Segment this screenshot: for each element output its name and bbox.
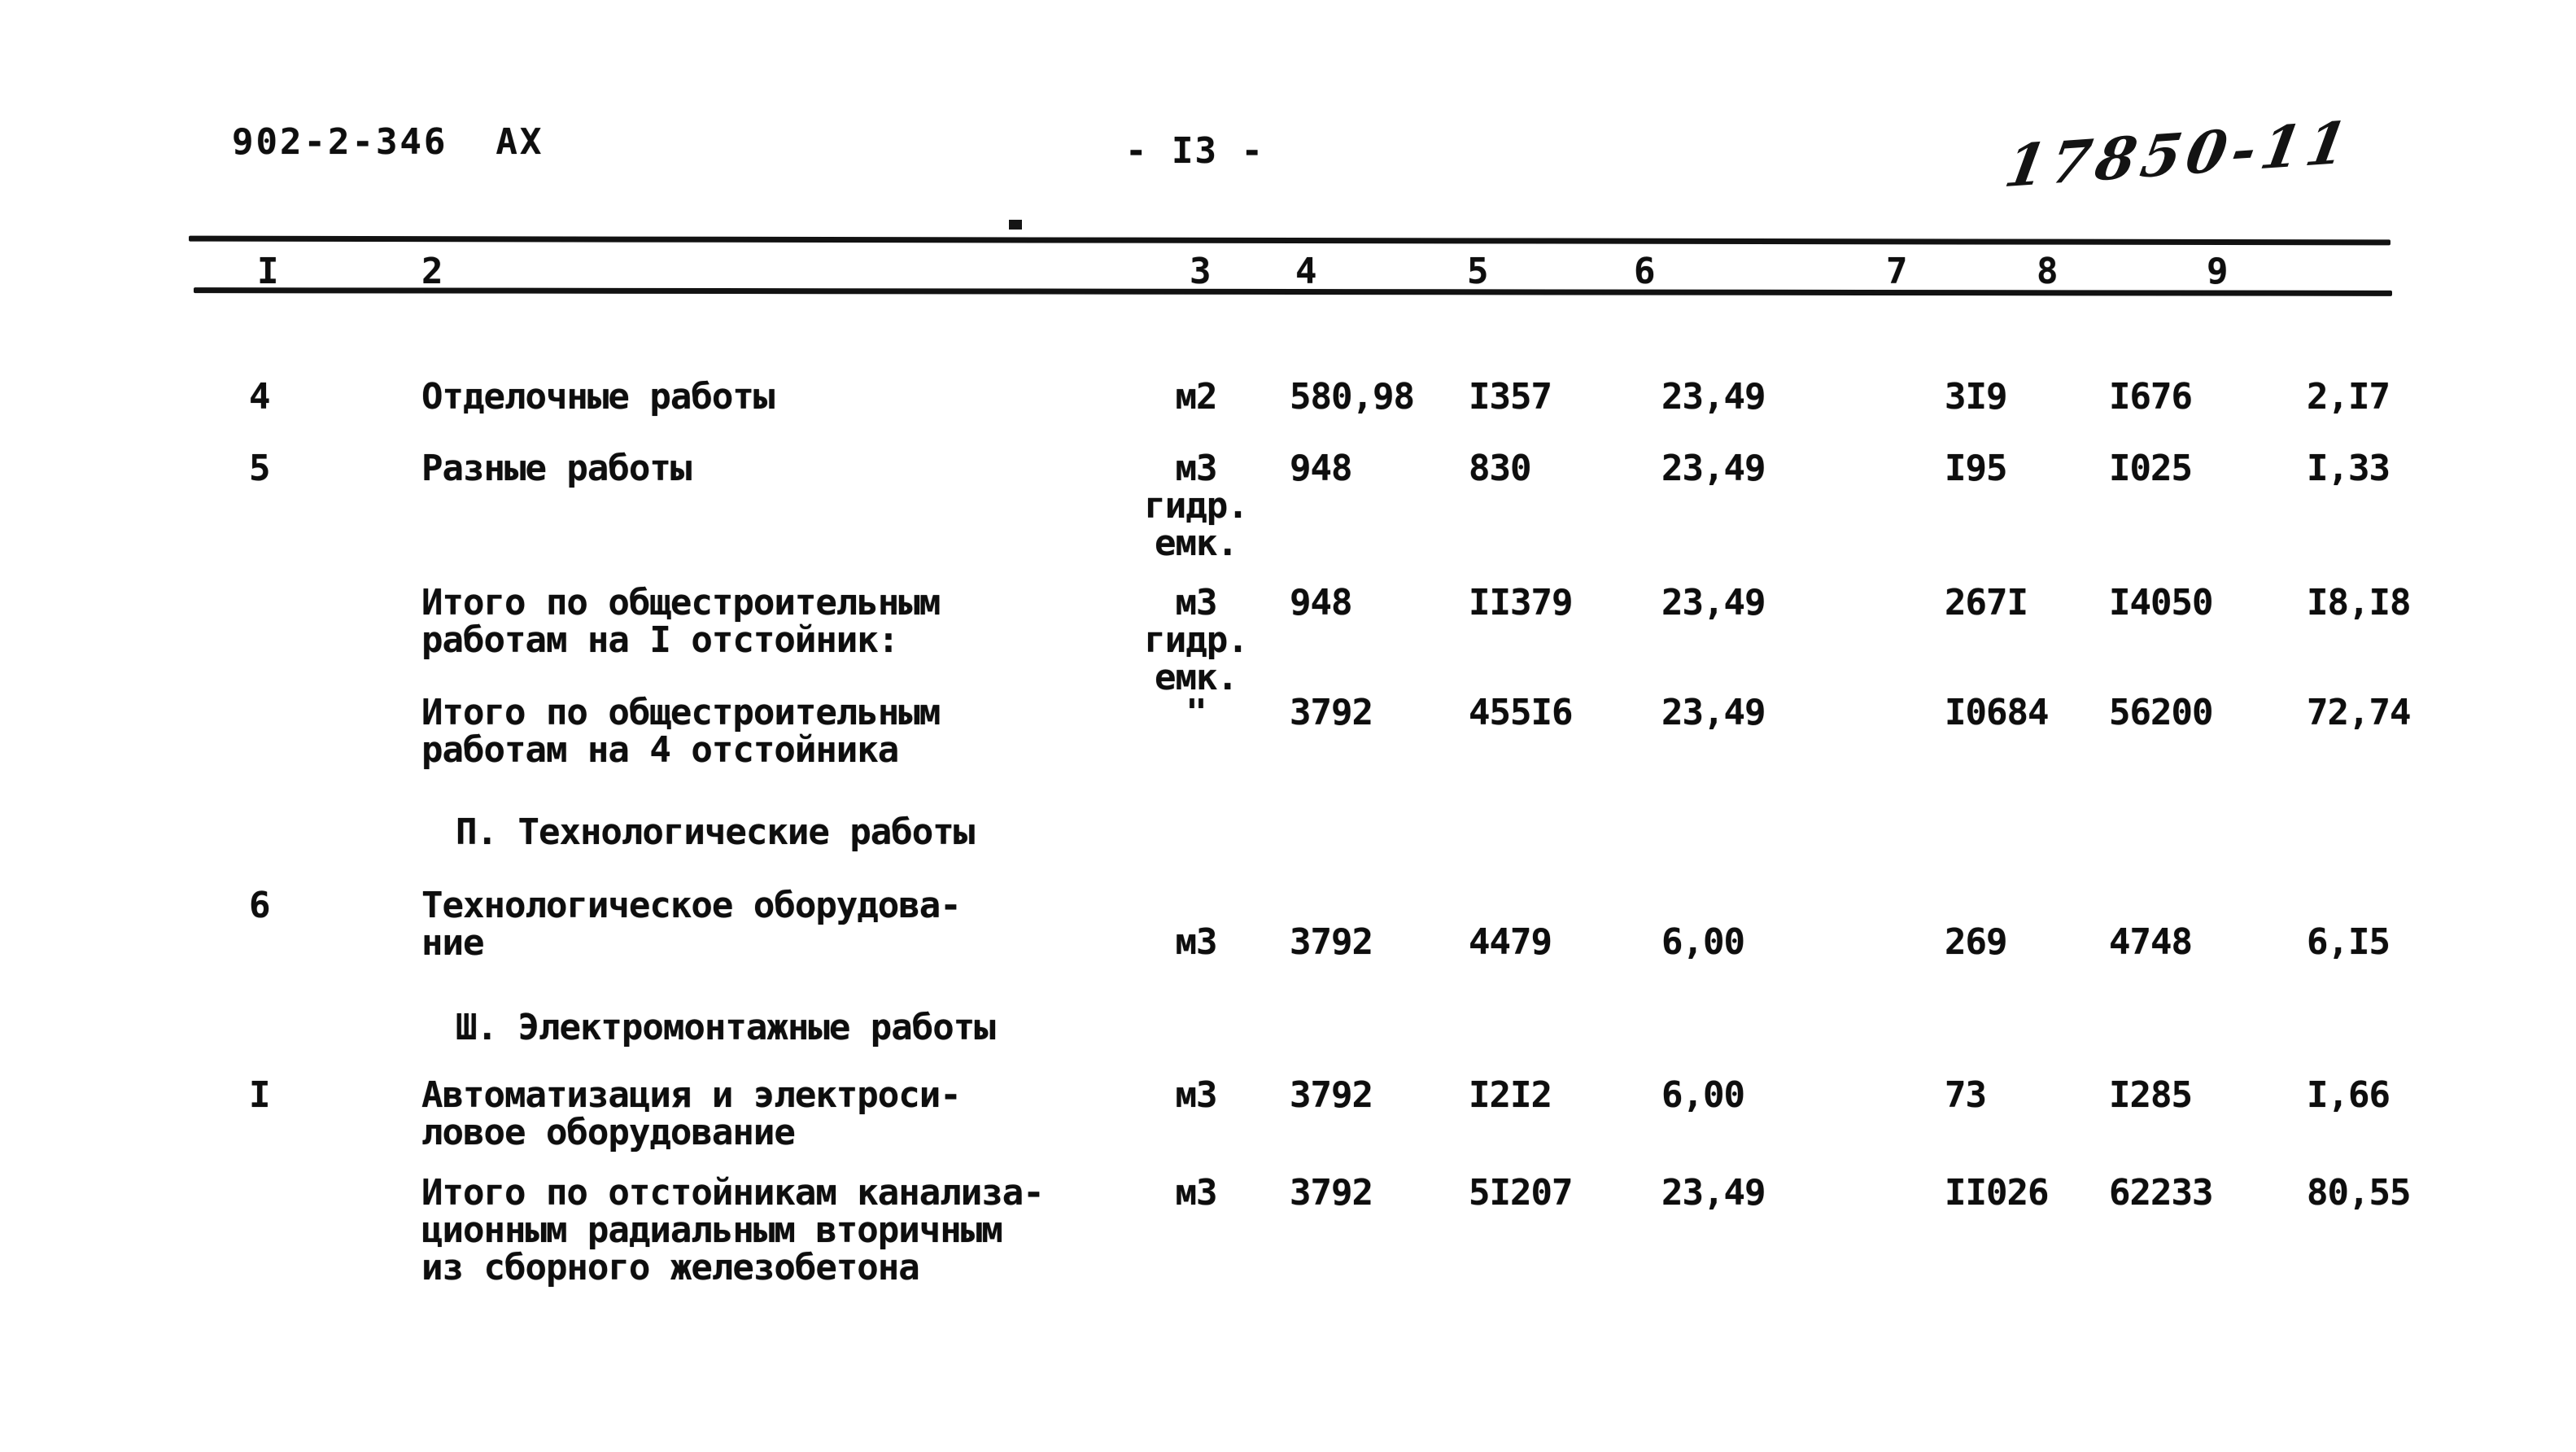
- cell-col9: 80,55: [2307, 1172, 2411, 1214]
- cell-col8: I676: [2109, 376, 2193, 418]
- row-title: Отделочные работы: [421, 376, 775, 418]
- doc-code: 902-2-346 АХ: [232, 121, 544, 163]
- row-number: 4: [249, 376, 270, 418]
- cell-col6: 23,49: [1661, 1172, 1766, 1214]
- cell-col4: 3792: [1290, 1074, 1373, 1116]
- column-number: 4: [1295, 251, 1316, 292]
- cell-col8: 56200: [2109, 692, 2213, 733]
- cell-col5: II379: [1469, 582, 1573, 623]
- cell-col8: 4748: [2109, 921, 2193, 963]
- cell-col9: 72,74: [2307, 692, 2411, 733]
- row-number: 5: [249, 448, 270, 489]
- cell-col4: 948: [1290, 582, 1352, 623]
- row-number: I: [249, 1074, 270, 1116]
- scan-artifact-mark: [1009, 220, 1022, 230]
- row-unit: м3: [1175, 921, 1218, 963]
- cell-col4: 3792: [1290, 1172, 1373, 1214]
- cell-col7: 73: [1945, 1074, 1987, 1116]
- column-number: 8: [2037, 251, 2058, 292]
- column-number: I: [257, 251, 278, 292]
- cell-col8: I285: [2109, 1074, 2193, 1116]
- row-unit: м3 гидр. емк.: [1144, 448, 1248, 564]
- cell-col7: I0684: [1945, 692, 2049, 733]
- cell-col4: 3792: [1290, 692, 1373, 733]
- cell-col7: 3I9: [1945, 376, 2007, 418]
- cell-col9: 6,I5: [2307, 921, 2390, 963]
- cell-col8: I025: [2109, 448, 2193, 489]
- cell-col9: 2,I7: [2307, 376, 2390, 418]
- cell-col4: 580,98: [1290, 376, 1415, 418]
- handwritten-mark: 17850-11: [2000, 107, 2358, 201]
- cell-col4: 948: [1290, 448, 1352, 489]
- row-unit: м3 гидр. емк.: [1144, 582, 1248, 698]
- cell-col5: I357: [1469, 376, 1552, 418]
- cell-col8: I4050: [2109, 582, 2213, 623]
- cell-col9: I,66: [2307, 1074, 2390, 1116]
- column-number: 9: [2207, 251, 2228, 292]
- table-top-rule: [188, 235, 2391, 246]
- row-unit: м3: [1175, 1074, 1218, 1116]
- row-title: Разные работы: [421, 448, 692, 489]
- row-number: 6: [249, 885, 270, 926]
- row-title: Технологическое оборудова- ние: [421, 885, 962, 964]
- column-number: 3: [1190, 251, 1211, 292]
- row-title-total: Итого по общестроительным работам на 4 о…: [421, 692, 941, 771]
- cell-col7: I95: [1945, 448, 2007, 489]
- cell-col7: II026: [1945, 1172, 2049, 1214]
- section-heading: Ш. Электромонтажные работы: [456, 1007, 996, 1048]
- cell-col6: 23,49: [1661, 376, 1766, 418]
- row-unit: м2: [1175, 376, 1218, 418]
- column-number: 2: [421, 251, 443, 292]
- cell-col5: 5I207: [1469, 1172, 1573, 1214]
- cell-col5: 4479: [1469, 921, 1552, 963]
- cell-col5: I2I2: [1469, 1074, 1552, 1116]
- cell-col6: 23,49: [1661, 448, 1766, 489]
- cell-col9: I8,I8: [2307, 582, 2411, 623]
- cell-col6: 6,00: [1661, 1074, 1745, 1116]
- cell-col8: 62233: [2109, 1172, 2213, 1214]
- column-number: 6: [1634, 251, 1655, 292]
- table-header-rule: [193, 287, 2393, 296]
- page-number: - I3 -: [1125, 130, 1264, 172]
- section-heading: П. Технологические работы: [456, 811, 975, 853]
- cell-col4: 3792: [1290, 921, 1373, 963]
- cell-col6: 23,49: [1661, 692, 1766, 733]
- cell-col9: I,33: [2307, 448, 2390, 489]
- cell-col7: 269: [1945, 921, 2007, 963]
- cell-col7: 267I: [1945, 582, 2028, 623]
- row-title-total: Итого по общестроительным работам на I о…: [421, 582, 941, 661]
- column-number: 7: [1886, 251, 1907, 292]
- cell-col6: 23,49: [1661, 582, 1766, 623]
- row-unit: ": [1185, 692, 1207, 733]
- cell-col6: 6,00: [1661, 921, 1745, 963]
- cell-col5: 455I6: [1469, 692, 1573, 733]
- row-unit: м3: [1175, 1172, 1218, 1214]
- row-title-total: Итого по отстойникам канализа- ционным р…: [421, 1172, 1045, 1288]
- column-number: 5: [1467, 251, 1488, 292]
- row-title: Автоматизация и электроси- ловое оборудо…: [421, 1074, 962, 1153]
- cell-col5: 830: [1469, 448, 1531, 489]
